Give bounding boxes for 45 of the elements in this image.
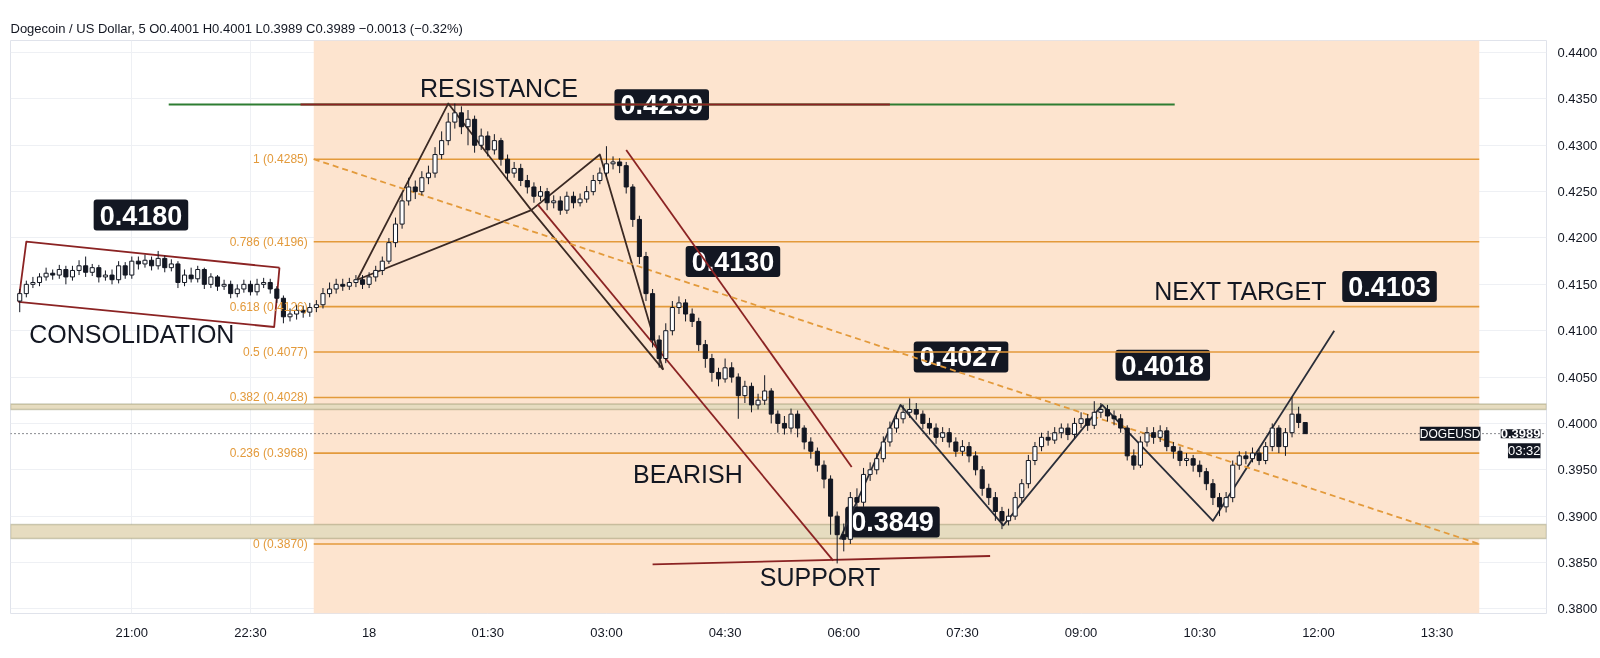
y-tick-label: 0.3900 <box>1557 508 1598 524</box>
chart-title: Dogecoin / US Dollar, 5 O0.4001 H0.4001 L0.3989 C0.3989 −0.0013 (−0.32%) <box>10 20 463 36</box>
x-tick-label: 01:30 <box>471 624 505 640</box>
y-tick-label: 0.4250 <box>1557 184 1598 200</box>
ref-line-label: 0.786 (0.4196) <box>229 234 308 249</box>
x-tick-label: 18 <box>361 624 377 640</box>
annotation: 0.4180 <box>99 200 183 231</box>
y-tick-label: 0.4200 <box>1557 230 1598 246</box>
x-tick-label: 22:30 <box>234 624 267 640</box>
y-tick-label: 0.4000 <box>1557 415 1598 431</box>
x-tick-label: 21:00 <box>115 624 149 640</box>
ref-line-label: 0.5 (0.4077) <box>243 345 308 360</box>
y-tick-label: 0.3950 <box>1557 462 1598 478</box>
annotation: 0.4018 <box>1121 350 1205 381</box>
y-tick-label: 0.3850 <box>1557 555 1598 570</box>
x-tick-label: 10:30 <box>1183 624 1217 640</box>
x-tick-label: 09:00 <box>1064 624 1098 640</box>
y-tick-label: 0.4300 <box>1557 137 1598 153</box>
annotation: SUPPORT <box>759 563 881 592</box>
y-tick-label: 0.4150 <box>1557 276 1598 292</box>
annotation: RESISTANCE <box>420 74 578 103</box>
annotation: CONSOLIDATION <box>29 320 235 349</box>
x-tick-label: 03:00 <box>590 624 623 640</box>
ref-line-label: 0.236 (0.3968) <box>229 446 308 461</box>
annotation: 0.4130 <box>691 246 775 277</box>
annotation: 03:32 <box>1507 443 1541 459</box>
annotation: 0.3849 <box>851 507 934 538</box>
annotation: 0.4103 <box>1348 271 1431 302</box>
y-tick-label: 0.3800 <box>1557 601 1598 617</box>
x-tick-label: 04:30 <box>708 624 742 640</box>
x-tick-label: 07:30 <box>946 624 979 640</box>
annotation: NEXT TARGET <box>1154 276 1327 305</box>
ref-line-label: 1 (0.4285) <box>253 152 308 167</box>
y-tick-label: 0.4050 <box>1557 369 1598 385</box>
annotation: 0.3989 <box>1500 426 1541 442</box>
ref-line-label: DOGEUSD <box>1419 426 1481 441</box>
y-tick-label: 0.4100 <box>1557 323 1598 339</box>
x-tick-label: 13:30 <box>1420 624 1454 640</box>
x-tick-label: 06:00 <box>827 624 861 640</box>
y-tick-label: 0.4350 <box>1557 91 1598 107</box>
ref-line-label: 0.382 (0.4028) <box>229 390 308 405</box>
annotation: BEARISH <box>633 460 743 489</box>
ref-line-label: 0 (0.3870) <box>253 536 308 551</box>
x-tick-label: 12:00 <box>1302 624 1335 640</box>
y-tick-label: 0.4400 <box>1557 45 1598 61</box>
